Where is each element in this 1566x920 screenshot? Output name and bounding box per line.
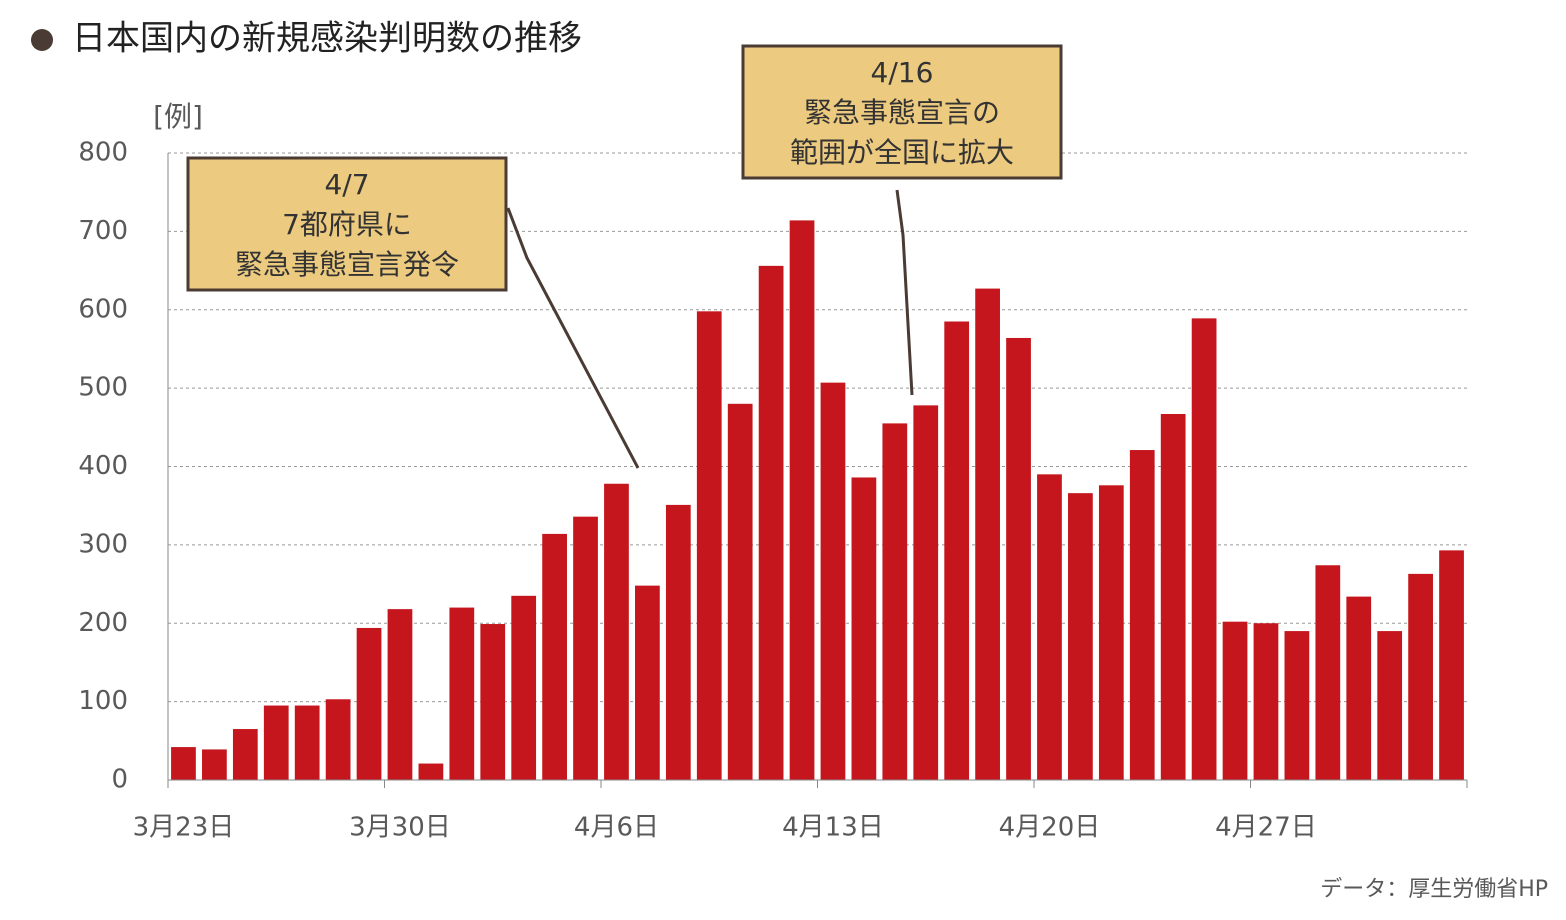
y-tick-label: 200 [78, 608, 128, 638]
callout-text: 7都府県に [282, 208, 412, 241]
bar [325, 699, 351, 780]
chart-title: 日本国内の新規感染判明数の推移 [72, 19, 582, 59]
x-tick-label: 4月27日 [1215, 813, 1317, 843]
bar [696, 311, 722, 780]
callout-box [741, 44, 1063, 180]
y-tick-label: 300 [78, 529, 128, 559]
source: データ：厚生労働省HP [1320, 877, 1548, 902]
x-tick-label: 4月6日 [574, 813, 659, 843]
bar [1284, 631, 1310, 780]
callout-text: 4/16 [871, 56, 934, 89]
y-axis-label: [例] [153, 100, 203, 133]
bar [975, 288, 1000, 780]
x-tick-label: 4月13日 [782, 813, 884, 843]
callout-text: 範囲が全国に拡大 [790, 136, 1014, 169]
bar [263, 705, 289, 780]
bar [727, 403, 753, 780]
bar [1068, 493, 1093, 780]
bar [1191, 318, 1217, 780]
bar [665, 504, 691, 780]
bar [758, 265, 784, 780]
bar [1098, 485, 1124, 780]
callout-text: 緊急事態宣言の [804, 96, 1000, 129]
bar [202, 749, 227, 780]
bar [789, 220, 815, 781]
y-tick-label: 600 [78, 294, 128, 324]
bar [1006, 337, 1031, 780]
bar [232, 729, 258, 780]
x-tick-label: 4月20日 [999, 813, 1101, 843]
callout-text: 4/7 [324, 168, 369, 201]
bar [480, 624, 506, 780]
bar [820, 382, 846, 780]
callout-leader [506, 207, 640, 469]
bar [449, 607, 475, 780]
bar [1037, 474, 1062, 780]
bar [1129, 450, 1155, 780]
callout-text: 緊急事態宣言発令 [235, 248, 459, 281]
bar [1222, 621, 1248, 780]
bar [882, 423, 908, 780]
bar [635, 585, 660, 780]
bar [573, 516, 598, 780]
y-tick-label: 700 [78, 216, 128, 246]
y-tick-label: 100 [78, 686, 128, 716]
bar [1408, 573, 1433, 780]
title-bullet [31, 29, 53, 51]
bar [418, 763, 444, 780]
callout-leader [895, 189, 914, 396]
bar [604, 483, 629, 780]
y-tick-label: 500 [78, 373, 128, 403]
callout-box [186, 156, 508, 292]
bar [1346, 596, 1372, 780]
bar [1160, 413, 1186, 780]
bar [913, 405, 939, 780]
bar [1439, 550, 1464, 780]
bar [1315, 565, 1341, 780]
x-tick-label: 3月30日 [349, 813, 451, 843]
bar [294, 705, 320, 780]
bar [171, 747, 196, 780]
bar [511, 595, 537, 780]
bar [1377, 631, 1403, 780]
y-tick-label: 0 [111, 765, 128, 795]
bar [356, 627, 382, 780]
bar [851, 477, 877, 780]
bar [944, 321, 970, 780]
bar [1253, 623, 1279, 780]
x-tick-label: 3月23日 [133, 813, 235, 843]
bar [542, 533, 567, 780]
y-tick-label: 400 [78, 451, 128, 481]
bar [387, 609, 413, 780]
y-tick-label: 800 [78, 138, 128, 168]
